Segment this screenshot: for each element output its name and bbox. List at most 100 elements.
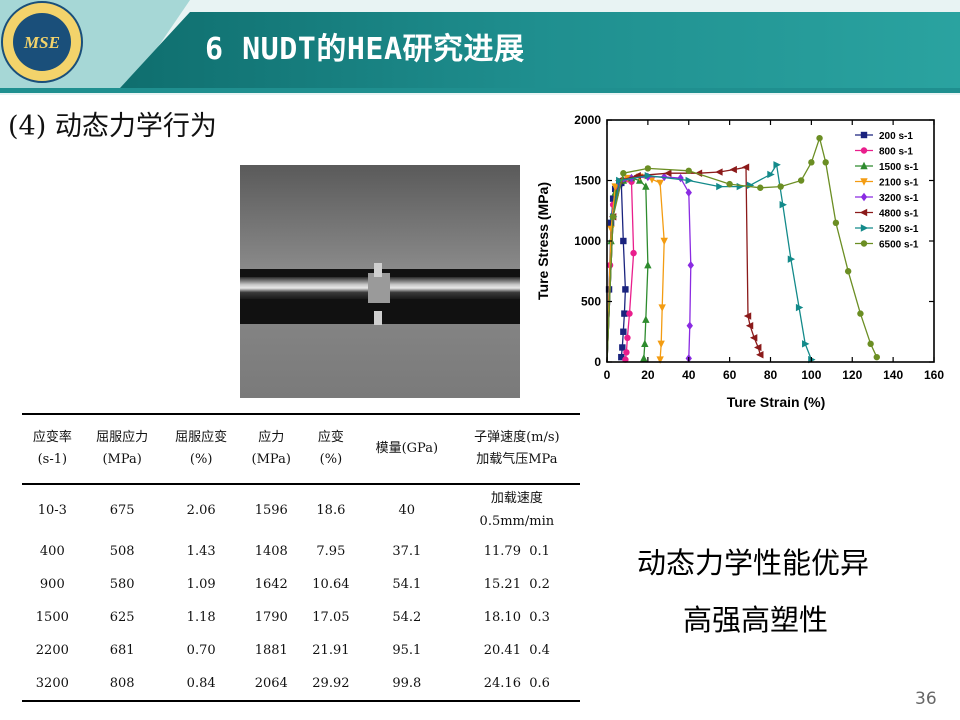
conclusion-line-1: 动态力学性能优异 bbox=[637, 546, 870, 580]
header-modulus: 模量(GPa) bbox=[375, 441, 439, 456]
series-6 bbox=[606, 161, 816, 364]
table-cell-yield-strain: 0.84 bbox=[186, 676, 216, 691]
table-cell-stress: 1881 bbox=[254, 643, 288, 658]
header-background bbox=[0, 0, 960, 95]
legend-label: 5200 s-1 bbox=[879, 224, 919, 235]
header-strain-rate: 应变率 (s-1) bbox=[32, 430, 72, 467]
table-cell-strain: 10.64 bbox=[312, 577, 350, 592]
dynamic-properties-table: 应变率 (s-1) 屈服应力 (MPa) 屈服应变 (%) 应力 (MPa) 应变 (%)… bbox=[22, 413, 580, 702]
table-cell-rate: 900 bbox=[39, 577, 65, 592]
legend-label: 200 s-1 bbox=[879, 131, 913, 142]
data-point bbox=[609, 213, 617, 220]
table-cell-modulus: 40 bbox=[398, 502, 416, 518]
data-point bbox=[642, 315, 650, 323]
table-cell-stress: 1642 bbox=[254, 577, 288, 592]
data-point bbox=[686, 321, 693, 330]
table-cell-strain: 17.05 bbox=[312, 610, 350, 625]
data-point bbox=[609, 195, 617, 202]
table-cell-yield-strain: 2.06 bbox=[186, 502, 216, 518]
data-point bbox=[860, 147, 868, 154]
table-cell-rate: 2200 bbox=[35, 643, 69, 658]
data-point bbox=[860, 192, 868, 202]
y-tick-label: 500 bbox=[581, 295, 601, 309]
data-point bbox=[630, 249, 637, 257]
stress-strain-chart: 0 20 40 60 80 100 120 140 160 0 500 1000 1500 2000 20… bbox=[535, 113, 944, 410]
data-point bbox=[777, 183, 784, 190]
conclusion-line-2: 高强高塑性 bbox=[683, 603, 829, 637]
table-cell-modulus: 54.1 bbox=[392, 577, 422, 592]
table-cell-strain: 18.6 bbox=[316, 502, 346, 518]
data-point bbox=[736, 182, 745, 191]
table-cell-yield-stress: 808 bbox=[109, 676, 135, 691]
data-point bbox=[687, 261, 694, 270]
data-point bbox=[802, 340, 810, 348]
table-cell-yield-stress: 675 bbox=[109, 502, 135, 518]
table-cell-yield-strain: 1.43 bbox=[186, 544, 216, 559]
data-point bbox=[729, 165, 737, 174]
data-point bbox=[779, 201, 787, 209]
table-cell-stress: 1596 bbox=[254, 502, 288, 518]
data-point bbox=[620, 328, 627, 335]
data-point bbox=[726, 180, 733, 188]
data-point bbox=[607, 225, 615, 234]
data-point bbox=[657, 340, 665, 349]
series-3 bbox=[606, 173, 668, 364]
data-point bbox=[622, 356, 629, 363]
header-yield-stress: 屈服应力 (MPa) bbox=[96, 430, 149, 467]
data-point bbox=[867, 340, 874, 348]
table-cell-modulus: 95.1 bbox=[392, 643, 422, 658]
data-point bbox=[641, 339, 649, 348]
x-tick-label: 160 bbox=[924, 368, 944, 382]
data-point bbox=[746, 181, 755, 190]
data-point bbox=[644, 171, 653, 180]
table-cell-speed-pressure: 18.10 0.3 bbox=[483, 610, 550, 625]
data-point bbox=[797, 177, 805, 184]
data-point bbox=[756, 351, 764, 359]
x-tick-label: 60 bbox=[723, 368, 737, 382]
legend-label: 800 s-1 bbox=[879, 147, 913, 158]
y-tick-label: 1500 bbox=[574, 174, 601, 188]
table-cell-rate: 3200 bbox=[35, 676, 69, 691]
table-cell-strain: 21.91 bbox=[312, 643, 350, 658]
legend-label: 4800 s-1 bbox=[879, 209, 919, 220]
series-line bbox=[606, 166, 761, 363]
data-point bbox=[757, 184, 764, 191]
data-point bbox=[623, 349, 630, 356]
header-bullet-speed: 子弹速度(m/s) 加载气压MPa bbox=[474, 430, 560, 467]
data-point bbox=[741, 163, 750, 171]
y-tick-label: 1000 bbox=[574, 234, 601, 248]
table-cell-yield-stress: 625 bbox=[109, 610, 135, 625]
table-row: 2200 681 0.70 1881 21.91 95.1 20.41 0.4 bbox=[22, 634, 580, 667]
data-point bbox=[616, 176, 624, 185]
x-tick-label: 100 bbox=[801, 368, 821, 382]
table-cell-strain: 29.92 bbox=[312, 676, 350, 691]
data-point bbox=[859, 208, 868, 217]
table-cell-stress: 1408 bbox=[254, 544, 288, 559]
data-point bbox=[745, 322, 754, 330]
x-tick-label: 140 bbox=[883, 368, 903, 382]
data-point bbox=[716, 182, 724, 191]
table-row: 900 580 1.09 1642 10.64 54.1 15.21 0.2 bbox=[22, 568, 580, 601]
x-tick-label: 20 bbox=[641, 368, 655, 382]
table-cell-speed-pressure: 15.21 0.2 bbox=[483, 577, 550, 592]
series-7 bbox=[606, 134, 880, 363]
data-point bbox=[773, 161, 781, 169]
data-point bbox=[685, 167, 692, 175]
table-cell-yield-stress: 580 bbox=[109, 577, 135, 592]
legend-label: 1500 s-1 bbox=[879, 162, 919, 173]
data-point bbox=[644, 261, 652, 269]
data-point bbox=[656, 356, 664, 364]
x-tick-label: 40 bbox=[682, 368, 696, 382]
data-point bbox=[685, 188, 692, 197]
header-stress: 应力 (MPa) bbox=[251, 430, 291, 467]
table-cell-yield-strain: 0.70 bbox=[186, 643, 216, 658]
y-axis-title: Ture Stress (MPa) bbox=[535, 182, 551, 300]
data-point bbox=[621, 310, 628, 317]
table-cell-stress: 1790 bbox=[254, 610, 288, 625]
header-banner: MSE 6 NUDT的HEA研究进展 bbox=[0, 0, 960, 95]
data-point bbox=[767, 170, 775, 179]
slide-title: 6 NUDT的HEA研究进展 bbox=[205, 32, 525, 67]
table-row: 400 508 1.43 1408 7.95 37.1 11.79 0.1 bbox=[22, 535, 580, 568]
data-point bbox=[656, 179, 664, 188]
data-point bbox=[620, 170, 627, 177]
